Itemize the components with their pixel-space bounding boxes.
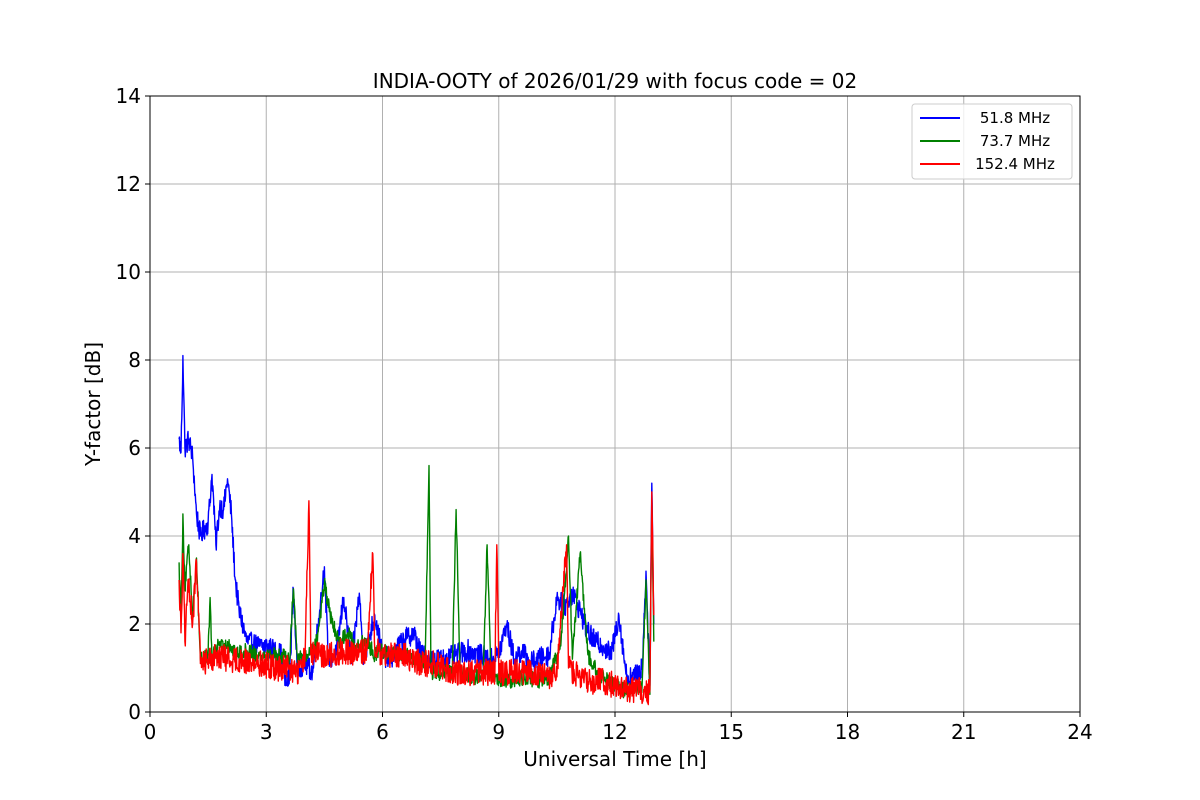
chart-title: INDIA-OOTY of 2026/01/29 with focus code… bbox=[373, 69, 857, 93]
series-line bbox=[178, 354, 655, 689]
x-tick-label: 18 bbox=[835, 720, 860, 744]
series-layer bbox=[178, 354, 655, 706]
legend-box bbox=[911, 103, 1073, 180]
y-tick-label: 8 bbox=[128, 348, 141, 372]
x-tick-label: 9 bbox=[492, 720, 505, 744]
y-tick-label: 12 bbox=[116, 172, 141, 196]
x-tick-label: 15 bbox=[719, 720, 744, 744]
y-tick-label: 6 bbox=[128, 436, 141, 460]
legend-label: 73.7 MHz bbox=[980, 132, 1050, 150]
y-tick-label: 4 bbox=[128, 524, 141, 548]
x-tick-label: 3 bbox=[260, 720, 273, 744]
x-axis-label: Universal Time [h] bbox=[523, 747, 706, 771]
y-tick-label: 0 bbox=[128, 700, 141, 724]
x-tick-label: 0 bbox=[144, 720, 157, 744]
x-tick-label: 21 bbox=[951, 720, 976, 744]
y-tick-label: 10 bbox=[116, 260, 141, 284]
series-line bbox=[178, 491, 655, 706]
y-tick-label: 2 bbox=[128, 612, 141, 636]
legend-label: 51.8 MHz bbox=[980, 109, 1050, 127]
y-tick-label: 14 bbox=[116, 84, 141, 108]
legend-label: 152.4 MHz bbox=[975, 155, 1055, 173]
x-tick-label: 12 bbox=[602, 720, 627, 744]
x-tick-label: 24 bbox=[1067, 720, 1092, 744]
x-tick-label: 6 bbox=[376, 720, 389, 744]
y-axis-label: Y-factor [dB] bbox=[81, 342, 105, 467]
legend: 51.8 MHz 73.7 MHz 152.4 MHz bbox=[911, 103, 1073, 180]
